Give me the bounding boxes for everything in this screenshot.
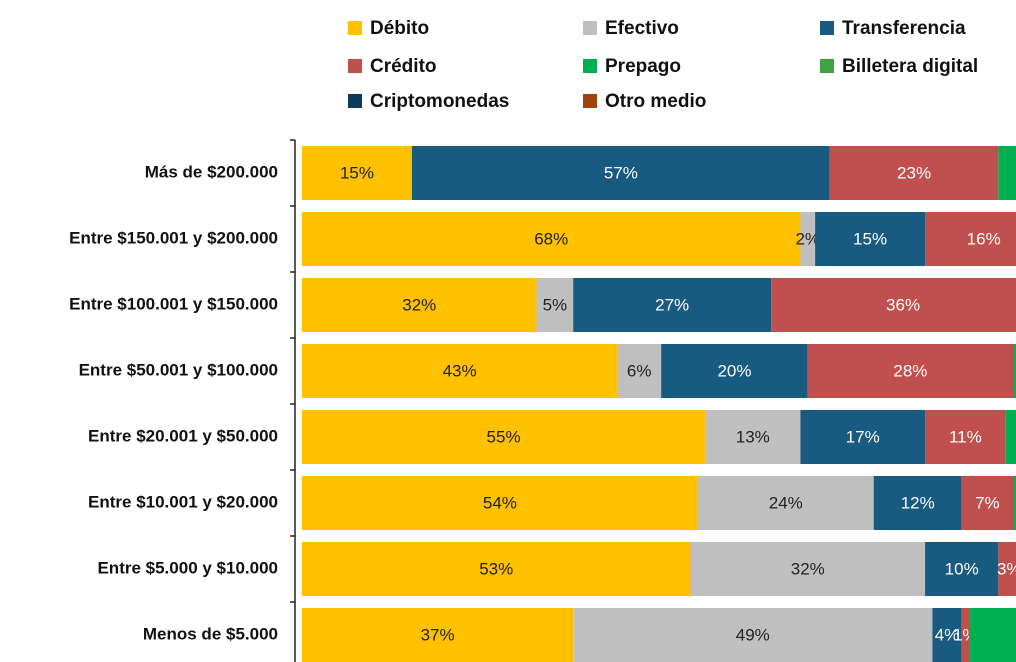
data-label: 20% bbox=[717, 361, 751, 380]
data-label: 3% bbox=[997, 559, 1016, 578]
bar-segment bbox=[302, 608, 574, 662]
y-tick-label: Menos de $5.000 bbox=[143, 624, 278, 643]
data-label: 49% bbox=[736, 625, 770, 644]
bar-segment bbox=[302, 278, 537, 332]
bar-segment bbox=[829, 146, 999, 200]
data-label: 53% bbox=[479, 559, 513, 578]
y-tick-label: Entre $100.001 y $150.000 bbox=[69, 294, 278, 313]
bar-segment bbox=[961, 476, 1014, 530]
data-label: 13% bbox=[736, 427, 770, 446]
data-label: 12% bbox=[901, 493, 935, 512]
bar-segment bbox=[302, 146, 412, 200]
data-label: 6% bbox=[627, 361, 652, 380]
legend-swatch bbox=[583, 21, 597, 35]
bar-segment bbox=[771, 278, 1016, 332]
legend-label: Otro medio bbox=[605, 91, 706, 112]
bar-segment bbox=[411, 146, 830, 200]
bar-segment bbox=[925, 410, 1006, 464]
data-label: 23% bbox=[897, 163, 931, 182]
bar-segment bbox=[1013, 344, 1016, 398]
legend-swatch bbox=[820, 59, 834, 73]
legend-label: Débito bbox=[370, 18, 429, 39]
y-tick-label: Entre $50.001 y $100.000 bbox=[79, 360, 278, 379]
bar-segment bbox=[690, 542, 926, 596]
bar-segment bbox=[925, 542, 999, 596]
data-label: 27% bbox=[655, 295, 689, 314]
data-label: 36% bbox=[886, 295, 920, 314]
data-label: 17% bbox=[846, 427, 880, 446]
y-tick-label: Entre $20.001 y $50.000 bbox=[88, 426, 278, 445]
data-label: 4% bbox=[935, 625, 960, 644]
bar-segment bbox=[1013, 476, 1016, 530]
bar-segment bbox=[815, 212, 926, 266]
data-label: 11% bbox=[949, 427, 982, 446]
data-label: 15% bbox=[340, 163, 374, 182]
bar-segment bbox=[302, 344, 618, 398]
data-label: 54% bbox=[483, 493, 517, 512]
bar-segment bbox=[302, 542, 691, 596]
data-label: 57% bbox=[604, 163, 638, 182]
data-label: 7% bbox=[975, 493, 1000, 512]
data-label: 37% bbox=[421, 625, 455, 644]
bar-segment bbox=[573, 608, 933, 662]
legend-swatch bbox=[583, 59, 597, 73]
data-label: 32% bbox=[402, 295, 436, 314]
data-label: 16% bbox=[967, 229, 1001, 248]
data-label: 68% bbox=[534, 229, 568, 248]
y-tick-label: Más de $200.000 bbox=[145, 162, 278, 181]
y-tick-label: Entre $5.000 y $10.000 bbox=[97, 558, 278, 577]
legend-swatch bbox=[820, 21, 834, 35]
bar-segment bbox=[800, 410, 926, 464]
bar-segment bbox=[705, 410, 801, 464]
legend-label: Crédito bbox=[370, 56, 437, 77]
bar-segment bbox=[302, 410, 706, 464]
data-label: 10% bbox=[945, 559, 979, 578]
legend-swatch bbox=[348, 21, 362, 35]
bar-segment bbox=[800, 212, 816, 266]
bar-segment bbox=[536, 278, 574, 332]
bar-segment bbox=[925, 212, 1016, 266]
bar-segment bbox=[969, 608, 1016, 662]
legend-label: Transferencia bbox=[842, 18, 966, 39]
data-label: 32% bbox=[791, 559, 825, 578]
y-tick-label: Entre $10.001 y $20.000 bbox=[88, 492, 278, 511]
legend-swatch bbox=[348, 94, 362, 108]
bar-segment bbox=[661, 344, 808, 398]
legend-swatch bbox=[348, 59, 362, 73]
bar-segment bbox=[873, 476, 962, 530]
legend-label: Criptomonedas bbox=[370, 91, 509, 112]
bar-segment bbox=[961, 608, 970, 662]
bar-segment bbox=[573, 278, 772, 332]
legend-label: Billetera digital bbox=[842, 56, 978, 77]
bar-segment bbox=[998, 542, 1016, 596]
data-label: 43% bbox=[443, 361, 477, 380]
bar-segment bbox=[302, 476, 698, 530]
data-label: 55% bbox=[487, 427, 521, 446]
legend-label: Efectivo bbox=[605, 18, 679, 39]
data-label: 2% bbox=[795, 229, 820, 248]
bar-segment bbox=[617, 344, 662, 398]
data-label: 24% bbox=[769, 493, 803, 512]
bar-segment bbox=[1005, 410, 1016, 464]
bar-segment bbox=[302, 212, 801, 266]
data-label: 28% bbox=[893, 361, 927, 380]
bar-segment bbox=[807, 344, 1014, 398]
legend-swatch bbox=[583, 94, 597, 108]
bar-segment bbox=[932, 608, 962, 662]
bar-segment bbox=[998, 146, 1016, 200]
legend-label: Prepago bbox=[605, 56, 681, 77]
bar-segment bbox=[697, 476, 874, 530]
data-label: 15% bbox=[853, 229, 887, 248]
y-tick-label: Entre $150.001 y $200.000 bbox=[69, 228, 278, 247]
data-label: 5% bbox=[543, 295, 568, 314]
